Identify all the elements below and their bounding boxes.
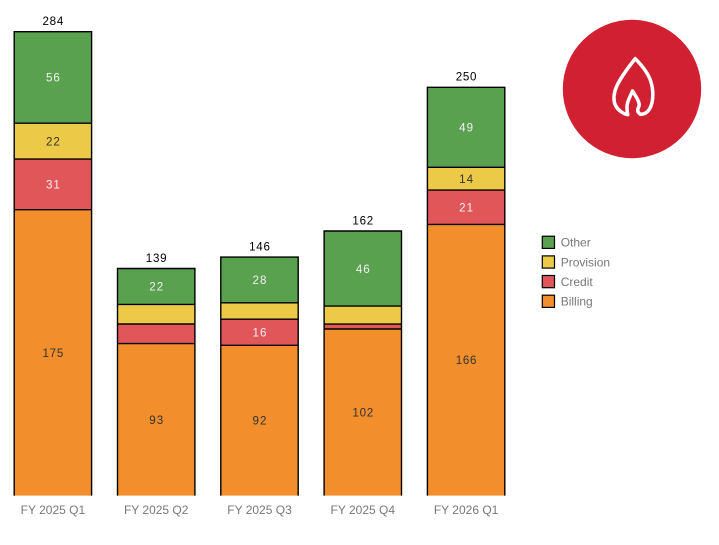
svg-text:FY 2025 Q3: FY 2025 Q3 bbox=[227, 503, 292, 517]
svg-text:16: 16 bbox=[253, 327, 267, 340]
svg-text:284: 284 bbox=[43, 15, 64, 28]
svg-text:FY 2025 Q2: FY 2025 Q2 bbox=[124, 503, 189, 517]
svg-text:31: 31 bbox=[46, 179, 60, 192]
svg-text:28: 28 bbox=[253, 274, 267, 287]
svg-text:56: 56 bbox=[46, 72, 60, 85]
svg-text:21: 21 bbox=[459, 202, 473, 215]
svg-text:Credit: Credit bbox=[561, 275, 594, 289]
svg-text:166: 166 bbox=[456, 354, 477, 367]
svg-text:250: 250 bbox=[456, 71, 477, 84]
svg-text:FY 2025 Q1: FY 2025 Q1 bbox=[21, 503, 86, 517]
svg-text:FY 2025 Q4: FY 2025 Q4 bbox=[331, 503, 396, 517]
svg-text:93: 93 bbox=[149, 414, 163, 427]
svg-text:175: 175 bbox=[43, 347, 64, 360]
svg-text:102: 102 bbox=[352, 407, 373, 420]
svg-text:Provision: Provision bbox=[561, 255, 610, 269]
svg-text:92: 92 bbox=[253, 415, 267, 428]
svg-text:49: 49 bbox=[459, 122, 473, 135]
svg-text:FY 2026 Q1: FY 2026 Q1 bbox=[434, 503, 499, 517]
svg-text:146: 146 bbox=[249, 241, 270, 254]
svg-text:162: 162 bbox=[352, 214, 373, 227]
svg-text:22: 22 bbox=[149, 281, 163, 294]
svg-text:139: 139 bbox=[146, 252, 167, 265]
svg-text:14: 14 bbox=[459, 173, 473, 186]
svg-text:Other: Other bbox=[561, 236, 591, 250]
svg-text:46: 46 bbox=[356, 263, 370, 276]
svg-text:Billing: Billing bbox=[561, 295, 593, 309]
svg-text:22: 22 bbox=[46, 135, 60, 148]
